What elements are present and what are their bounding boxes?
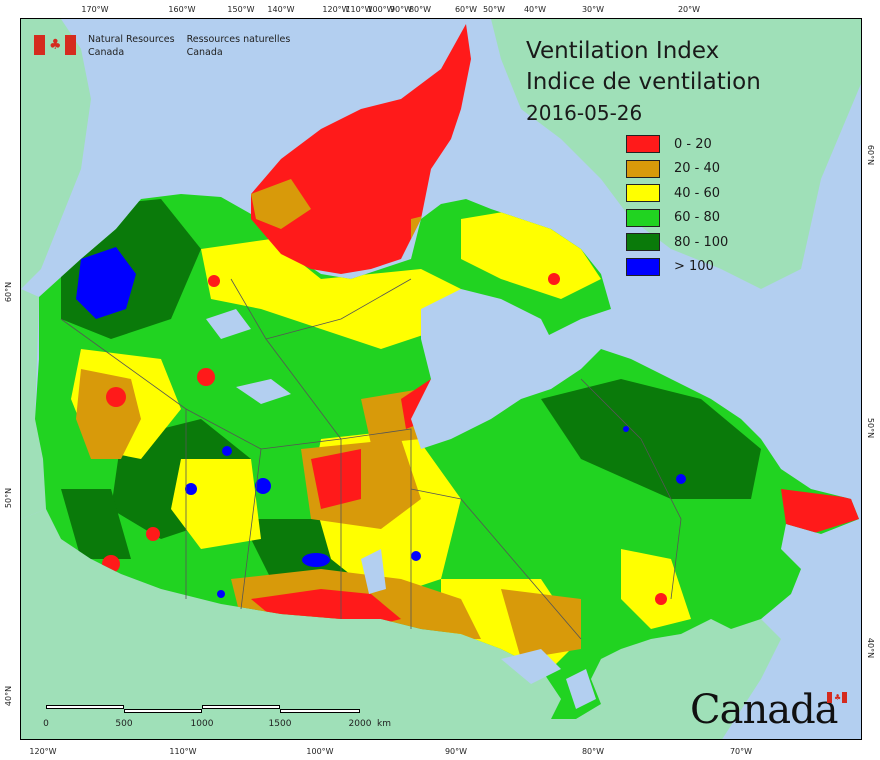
lon-tick-top: 50°W bbox=[482, 5, 506, 14]
agency-name-en: Natural Resources Canada bbox=[88, 34, 175, 58]
lat-tick-left: 50°N bbox=[4, 487, 13, 509]
lon-tick-bottom: 110°W bbox=[169, 747, 197, 756]
lat-tick-right: 50°N bbox=[866, 417, 875, 439]
scale-label: 2000 bbox=[348, 719, 372, 729]
great-slave-lake bbox=[236, 379, 291, 404]
legend-item: 0 - 20 bbox=[626, 132, 728, 157]
ventilation-map bbox=[21, 19, 861, 739]
legend-item: 80 - 100 bbox=[626, 230, 728, 255]
lon-tick-bottom: 100°W bbox=[306, 747, 334, 756]
legend-label: 60 - 80 bbox=[674, 210, 721, 226]
agency-signature: ♣ Natural Resources Canada Ressources na… bbox=[34, 33, 290, 59]
lon-tick-top: 100°W bbox=[367, 5, 395, 14]
lon-tick-bottom: 120°W bbox=[29, 747, 57, 756]
canada-wordmark: Canada ♣ bbox=[690, 688, 847, 732]
scale-label: 1000 bbox=[190, 719, 214, 729]
map-title: Ventilation Index Indice de ventilation … bbox=[526, 36, 761, 129]
title-fr: Indice de ventilation bbox=[526, 69, 761, 95]
scale-label: 1500 bbox=[268, 719, 292, 729]
legend-label: 80 - 100 bbox=[674, 234, 729, 250]
legend-swatch bbox=[626, 257, 660, 276]
lon-tick-bottom: 90°W bbox=[444, 747, 468, 756]
lon-tick-top: 30°W bbox=[581, 5, 605, 14]
lat-tick-right: 40°N bbox=[866, 637, 875, 659]
hudson-bay bbox=[411, 289, 561, 449]
lon-tick-top: 120°W bbox=[322, 5, 350, 14]
legend-swatch bbox=[626, 208, 660, 227]
lon-tick-top: 90°W bbox=[389, 5, 413, 14]
agency-name-fr: Ressources naturelles Canada bbox=[186, 34, 291, 58]
land-alaska-south bbox=[21, 289, 46, 519]
scale-bar-segments bbox=[46, 705, 360, 715]
title-en: Ventilation Index bbox=[526, 38, 720, 64]
legend-swatch bbox=[626, 233, 660, 252]
lon-tick-top: 60°W bbox=[454, 5, 478, 14]
lon-tick-top: 140°W bbox=[267, 5, 295, 14]
legend-item: 60 - 80 bbox=[626, 206, 728, 231]
wordmark-flag-icon: ♣ bbox=[827, 692, 847, 703]
lat-tick-left: 60°N bbox=[4, 281, 13, 303]
lat-tick-right: 60°N bbox=[866, 144, 875, 166]
lon-tick-bottom: 70°W bbox=[729, 747, 753, 756]
lon-tick-top: 20°W bbox=[677, 5, 701, 14]
legend-swatch bbox=[626, 159, 660, 178]
lon-tick-top: 150°W bbox=[227, 5, 255, 14]
legend-swatch bbox=[626, 184, 660, 203]
scale-unit: km bbox=[377, 719, 391, 729]
lon-tick-top: 80°W bbox=[408, 5, 432, 14]
legend-item: 40 - 60 bbox=[626, 181, 728, 206]
scale-label: 0 bbox=[43, 719, 49, 729]
lon-tick-top: 40°W bbox=[523, 5, 547, 14]
provincial-borders bbox=[60, 278, 682, 640]
lon-tick-top: 160°W bbox=[168, 5, 196, 14]
lake-superior bbox=[501, 649, 561, 684]
legend-label: 0 - 20 bbox=[674, 136, 712, 152]
legend-label: 40 - 60 bbox=[674, 185, 721, 201]
scale-bar: 0 500 1000 1500 2000 km bbox=[43, 705, 391, 729]
canada-flag-icon: ♣ bbox=[34, 35, 76, 55]
lon-tick-top: 110°W bbox=[345, 5, 373, 14]
lon-tick-top: 170°W bbox=[81, 5, 109, 14]
great-bear-lake bbox=[206, 309, 251, 339]
legend-swatch bbox=[626, 135, 660, 154]
legend-label: 20 - 40 bbox=[674, 161, 721, 177]
land-greenland bbox=[491, 19, 861, 289]
lon-tick-bottom: 80°W bbox=[581, 747, 605, 756]
map-canvas bbox=[20, 18, 862, 740]
legend-item: 20 - 40 bbox=[626, 157, 728, 182]
lat-tick-left: 40°N bbox=[4, 685, 13, 707]
legend-label: > 100 bbox=[674, 259, 714, 275]
legend-item: > 100 bbox=[626, 255, 728, 280]
lake-winnipeg bbox=[361, 549, 386, 594]
map-date: 2016-05-26 bbox=[526, 101, 643, 125]
legend: 0 - 20 20 - 40 40 - 60 60 - 80 80 - 100 > 100 bbox=[626, 132, 728, 279]
scale-label: 500 bbox=[115, 719, 133, 729]
land-west bbox=[21, 19, 91, 289]
lake-huron bbox=[566, 669, 596, 709]
